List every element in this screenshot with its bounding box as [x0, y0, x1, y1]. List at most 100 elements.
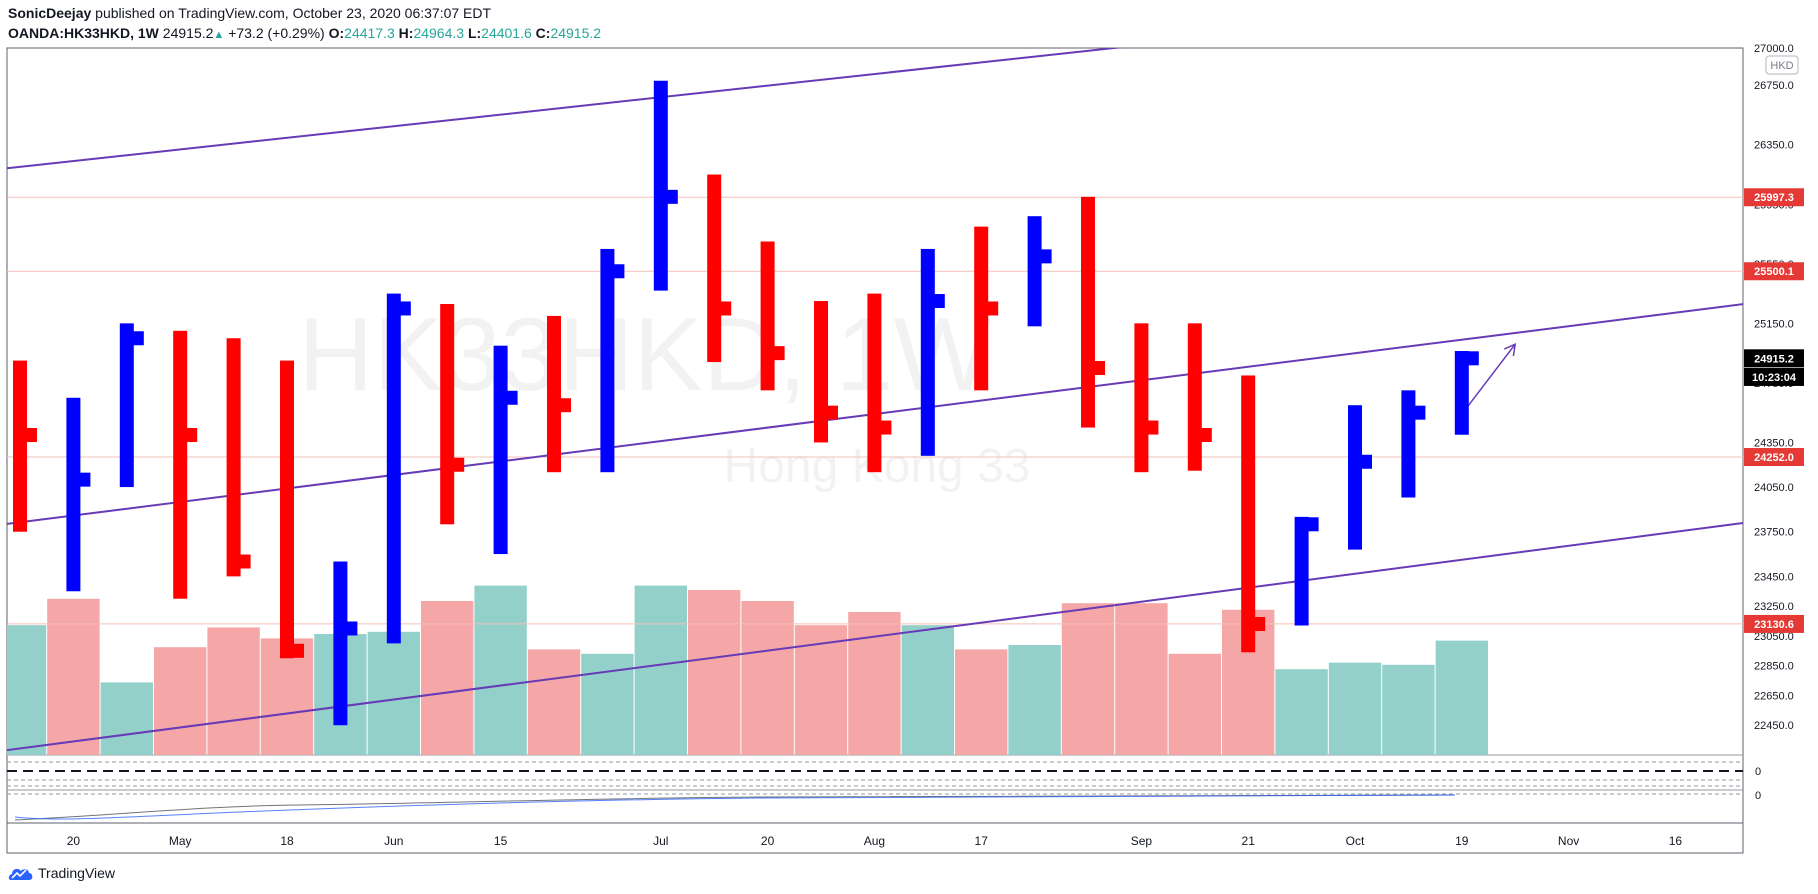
volume-bar	[1168, 653, 1221, 755]
open-label: O:	[328, 25, 345, 41]
price-label-text: 10:23:04	[1752, 372, 1797, 384]
y-tick-label: 26750.0	[1754, 80, 1794, 92]
ohlc-bar	[13, 360, 37, 532]
high-label: H:	[398, 25, 414, 41]
volume-bar	[1061, 603, 1115, 755]
symbol-watermark: HK33HKD, 1W Hong Kong 33	[298, 297, 1030, 493]
ohlc-bar-range	[333, 561, 348, 726]
volume-series	[7, 585, 1488, 755]
ohlc-bar-close-tick	[1194, 427, 1212, 442]
price-label-text: 24915.2	[1754, 353, 1794, 365]
y-tick-label: 26350.0	[1754, 140, 1794, 152]
indicator-zero-label: 0	[1755, 766, 1761, 778]
ohlc-bar-range	[707, 174, 722, 363]
ohlc-bar-close-tick	[73, 472, 91, 487]
author-name[interactable]: SonicDeejay	[8, 5, 92, 21]
volume-bar	[1382, 664, 1435, 755]
price-level-label: 23130.6	[1744, 614, 1804, 633]
ohlc-bar-close-tick	[1088, 361, 1105, 376]
ohlc-bar	[1134, 323, 1159, 473]
ohlc-bar-range	[547, 315, 561, 473]
x-tick-label: May	[169, 834, 192, 848]
x-tick-label: Sep	[1131, 834, 1153, 848]
y-tick-label: 22650.0	[1754, 690, 1794, 702]
ohlc-bar-range	[600, 248, 615, 473]
volume-bar	[367, 631, 420, 755]
ohlc-bar-close-tick	[874, 420, 892, 435]
price-level-label: 25500.1	[1744, 262, 1804, 281]
ohlc-bar-range	[1294, 516, 1309, 626]
ohlc-bar-close-tick	[233, 554, 251, 569]
ohlc-bar-range	[386, 293, 401, 644]
y-tick-label: 25150.0	[1754, 318, 1794, 330]
ohlc-bar	[386, 293, 411, 644]
trendline[interactable]	[4, 45, 1141, 170]
ohlc-bar-close-tick	[340, 621, 358, 636]
ohlc-bar	[1348, 405, 1372, 550]
x-tick-label: 15	[494, 834, 508, 848]
close-label: C:	[535, 25, 551, 41]
ohlc-bar-close-tick	[607, 264, 625, 279]
volume-bar	[100, 682, 153, 755]
ohlc-bar	[920, 248, 945, 456]
ohlc-bar-range	[760, 241, 775, 391]
ohlc-bar	[707, 174, 732, 363]
ohlc-bar-close-tick	[180, 427, 198, 442]
y-tick-label: 24350.0	[1754, 437, 1794, 449]
ohlc-bar-range	[1241, 375, 1256, 653]
price-label-text: 25500.1	[1754, 266, 1794, 278]
ohlc-bar	[1187, 323, 1212, 471]
ohlc-bar-range	[66, 397, 81, 592]
ohlc-bar-range	[493, 345, 508, 555]
price-label-text: 23130.6	[1754, 619, 1794, 631]
ohlc-bar-range	[440, 304, 455, 525]
price-label-background	[1744, 262, 1804, 281]
ohlc-bar	[760, 241, 785, 391]
x-tick-label: 19	[1455, 834, 1469, 848]
price-label-background	[1744, 448, 1804, 467]
tradingview-logo-icon	[8, 868, 33, 880]
ohlc-bar	[280, 360, 304, 659]
arrow-head[interactable]	[1503, 342, 1517, 357]
time-axis[interactable]: 20 May 18 Jun 15 Jul 20 Aug 17 Sep 21 Oct 19 Nov 16	[67, 834, 1683, 848]
x-tick-label: Aug	[864, 834, 885, 848]
close-value: 24915.2	[550, 25, 602, 41]
x-tick-label: 18	[280, 834, 294, 848]
volume-bar	[688, 590, 741, 755]
price-label-background	[1744, 614, 1804, 633]
price-level-label: 24252.0	[1744, 448, 1804, 467]
price-level-label: 24915.2	[1744, 349, 1804, 368]
ohlc-bar	[1241, 375, 1266, 653]
ohlc-bar-range	[920, 248, 935, 456]
ohlc-bar-close-tick	[1034, 249, 1052, 264]
high-value: 24964.3	[413, 25, 465, 41]
ohlc-bar-close-tick	[927, 294, 945, 309]
price-label-background	[1744, 367, 1804, 386]
ohlc-bar-close-tick	[1141, 420, 1159, 435]
y-tick-label: 24050.0	[1754, 482, 1794, 494]
ohlc-bar-range	[1134, 323, 1149, 473]
ohlc-bar-range	[1348, 405, 1362, 550]
y-tick-label: 23250.0	[1754, 601, 1794, 613]
x-tick-label: Jun	[384, 834, 403, 848]
volume-bar	[7, 625, 47, 755]
ohlc-bar	[119, 323, 144, 488]
y-tick-label: 22450.0	[1754, 720, 1794, 732]
tradingview-brand[interactable]: TradingView	[38, 865, 116, 881]
symbol-name[interactable]: OANDA:HK33HKD, 1W	[8, 25, 159, 41]
trendline[interactable]	[4, 521, 1756, 752]
ohlc-bar	[600, 248, 625, 473]
volume-bar	[955, 649, 1008, 755]
volume-bar	[1328, 662, 1382, 755]
ohlc-bar-range	[867, 293, 882, 473]
currency-badge-text: HKD	[1770, 60, 1793, 72]
last-price: 24915.2	[162, 25, 214, 41]
ohlc-bar-close-tick	[20, 427, 37, 442]
indicator-panes: 0 0	[7, 761, 1761, 821]
ohlc-bar-close-tick	[447, 457, 465, 472]
ohlc-bar-range	[1081, 196, 1095, 428]
ohlc-bar-range	[814, 301, 828, 443]
arrow-line[interactable]	[1461, 343, 1516, 415]
ohlc-bar-close-tick	[660, 189, 678, 204]
